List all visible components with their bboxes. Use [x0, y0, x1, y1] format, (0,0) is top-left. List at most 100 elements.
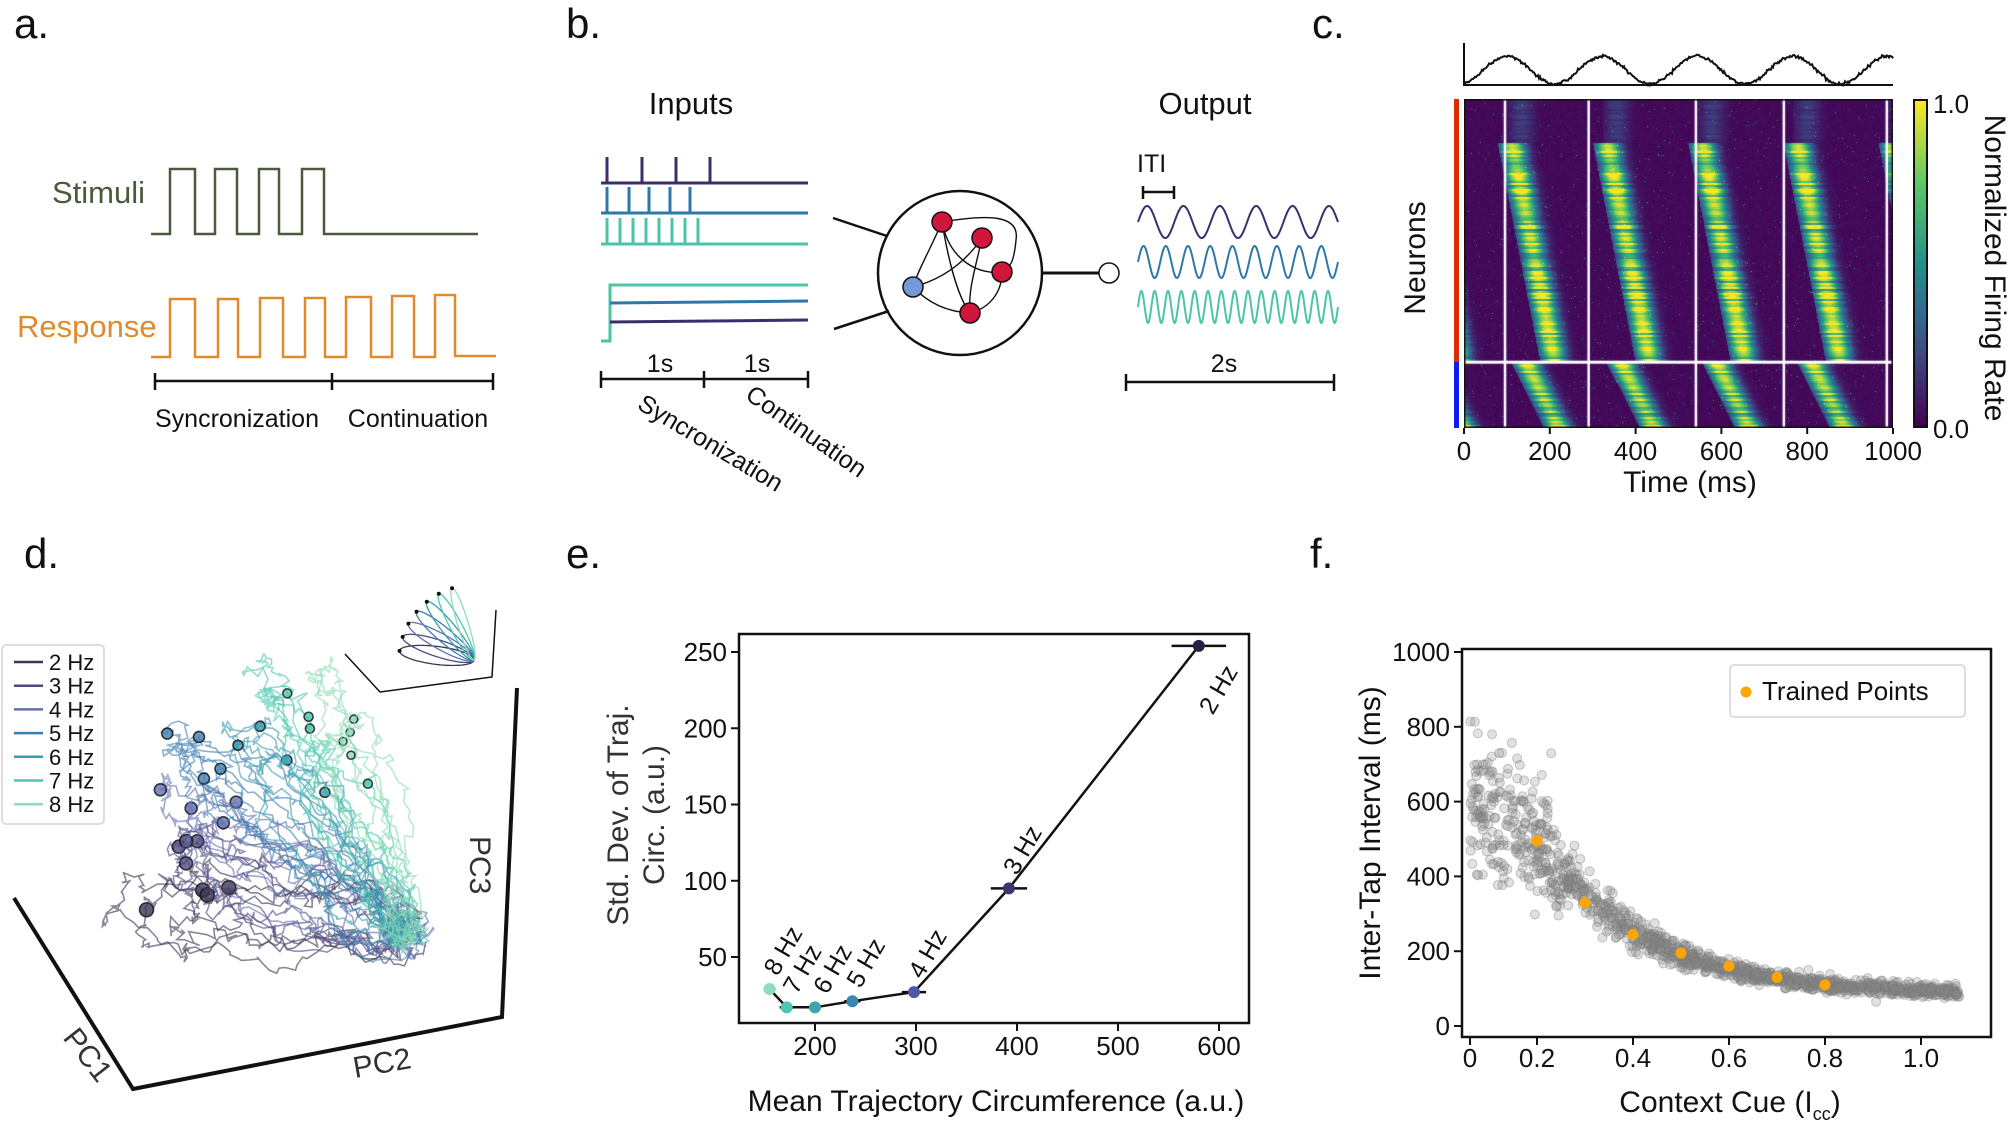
tested-point — [1839, 981, 1850, 992]
tested-point — [1519, 834, 1530, 845]
tested-point — [1526, 844, 1537, 855]
tested-point — [1894, 982, 1905, 993]
tested-point — [1740, 968, 1751, 980]
tested-point — [1888, 980, 1899, 992]
tested-point — [1908, 989, 1919, 1000]
tested-point — [1558, 882, 1569, 893]
tested-point — [1532, 857, 1543, 868]
tested-point — [1794, 976, 1805, 988]
excitatory-node — [971, 227, 993, 249]
tested-point — [1690, 951, 1701, 962]
tested-point — [1615, 928, 1627, 939]
neurons-label: Neurons — [1399, 201, 1432, 314]
tested-point — [1690, 957, 1702, 969]
tested-point — [1756, 967, 1767, 978]
tested-point — [1493, 861, 1504, 873]
tested-point — [1643, 937, 1654, 949]
tested-point — [1484, 854, 1496, 865]
data-point-8hz — [763, 983, 776, 996]
tested-point — [1935, 985, 1946, 996]
tested-point — [1740, 962, 1752, 973]
tested-point — [1542, 812, 1553, 824]
tested-point — [1487, 826, 1498, 837]
tested-point — [1926, 984, 1937, 996]
tested-point — [1467, 811, 1478, 823]
tested-point — [1780, 982, 1792, 993]
tested-point — [1918, 986, 1930, 997]
tested-point — [1700, 962, 1711, 973]
tested-point — [1470, 787, 1481, 799]
x-tick-label: 600 — [1700, 436, 1743, 466]
spike-train — [601, 157, 808, 185]
tested-point — [1927, 987, 1938, 999]
tested-point — [1737, 966, 1748, 977]
tested-point — [1844, 985, 1855, 997]
tested-point — [1579, 877, 1590, 888]
tested-point — [1738, 966, 1749, 977]
tested-point — [1511, 841, 1522, 852]
tested-point — [1786, 979, 1797, 990]
tested-point — [1742, 965, 1754, 976]
tested-point — [1623, 916, 1634, 927]
tested-point — [1658, 950, 1669, 961]
tested-point — [1601, 905, 1612, 917]
tested-point — [1839, 983, 1850, 994]
tested-point — [1684, 960, 1695, 971]
tested-point — [1602, 885, 1613, 896]
tested-point — [1757, 970, 1768, 982]
tested-point — [1814, 970, 1825, 981]
tested-point — [1635, 916, 1647, 927]
tested-point — [1488, 859, 1499, 870]
tested-point — [1920, 985, 1932, 996]
timeline-output — [1124, 374, 1336, 391]
tested-point — [1477, 813, 1488, 824]
tested-point — [1564, 855, 1576, 866]
tested-point — [1690, 959, 1701, 970]
tested-point — [1517, 824, 1529, 835]
tested-point — [1493, 772, 1504, 783]
tested-point — [1706, 951, 1717, 962]
tested-point — [1527, 823, 1538, 835]
tested-point — [1538, 867, 1549, 878]
tested-point — [1929, 978, 1940, 989]
tested-point — [1917, 987, 1928, 998]
tested-point — [1643, 931, 1654, 942]
tested-point — [1701, 958, 1712, 969]
tested-point — [1805, 976, 1816, 987]
tested-point — [1581, 884, 1592, 895]
tested-point — [1480, 837, 1491, 848]
tested-point — [1554, 860, 1565, 871]
tested-point — [1755, 964, 1766, 975]
tested-point — [1690, 952, 1701, 963]
trained-point — [1675, 947, 1687, 959]
tested-point — [1838, 985, 1850, 996]
xlabel-e: Mean Trajectory Circumference (a.u.) — [748, 1085, 1245, 1118]
tested-point — [1880, 983, 1891, 994]
trained-point — [1531, 835, 1543, 847]
tested-point — [1933, 987, 1945, 998]
tested-point — [1743, 964, 1754, 975]
trajectory-marker — [232, 739, 244, 752]
tested-point — [1892, 981, 1903, 992]
tested-point — [1515, 830, 1527, 841]
heatmap-x-ticks: 0 200 400 600 800 1000 — [1457, 428, 1922, 466]
tested-point — [1846, 978, 1857, 989]
tested-point — [1474, 784, 1485, 795]
tested-point — [1688, 959, 1699, 970]
tested-point — [1924, 984, 1936, 996]
tested-point — [1600, 901, 1611, 912]
tested-point — [1708, 961, 1719, 972]
tested-point — [1700, 954, 1711, 965]
tested-point — [1806, 973, 1817, 984]
tested-point — [1837, 980, 1849, 991]
tested-point — [1732, 972, 1744, 983]
tested-point — [1858, 981, 1870, 992]
tested-point — [1662, 952, 1673, 963]
tested-point — [1490, 839, 1501, 850]
tested-point — [1934, 986, 1945, 998]
tested-point — [1693, 945, 1704, 956]
tested-point — [1613, 911, 1624, 923]
inputs-title: Inputs — [649, 86, 733, 121]
tested-point — [1801, 974, 1813, 985]
tested-point — [1680, 940, 1691, 951]
